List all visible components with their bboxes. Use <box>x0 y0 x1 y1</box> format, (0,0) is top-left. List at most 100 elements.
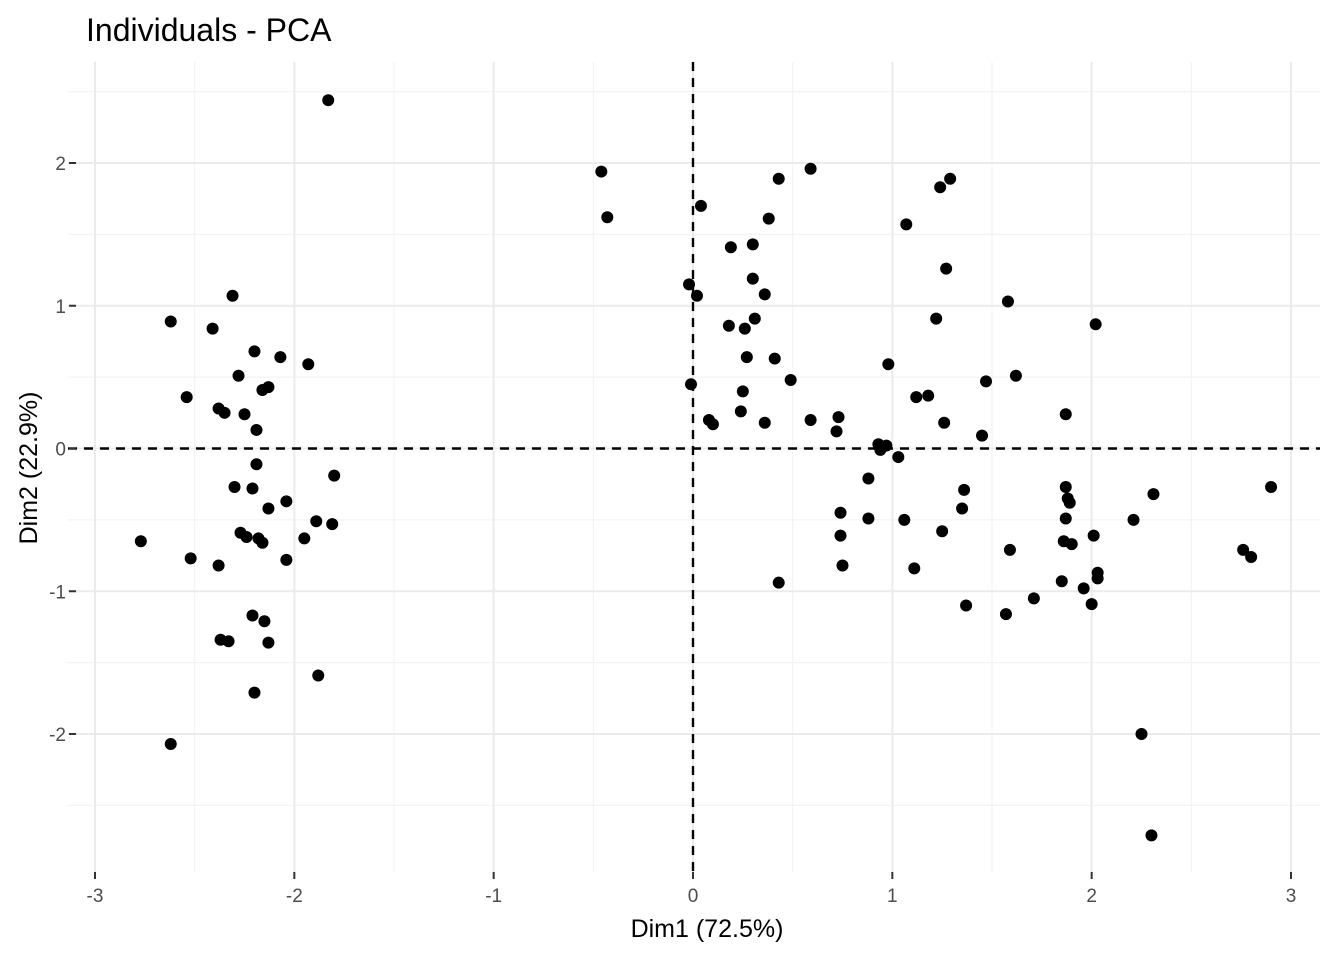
x-tick-label: 0 <box>688 886 699 907</box>
data-point <box>184 552 197 565</box>
data-point <box>280 553 293 566</box>
data-point <box>1135 728 1148 740</box>
data-point <box>738 322 751 335</box>
data-point <box>256 536 269 549</box>
data-point <box>274 351 287 364</box>
data-point <box>898 513 911 526</box>
data-point <box>956 502 969 515</box>
data-point <box>248 345 261 358</box>
data-point <box>280 495 293 508</box>
y-tick-label: 2 <box>55 154 66 175</box>
data-point <box>1265 481 1278 494</box>
y-axis: -2 -1 0 1 2 <box>49 154 76 746</box>
data-point <box>1059 408 1072 421</box>
data-point <box>772 576 785 589</box>
data-point <box>1009 369 1022 382</box>
x-tick-label: 1 <box>887 886 898 907</box>
x-tick-label: -1 <box>485 886 502 907</box>
data-point <box>1003 543 1016 556</box>
data-point <box>240 531 253 544</box>
data-point <box>836 559 849 572</box>
data-point <box>312 669 325 682</box>
y-tick-label: 1 <box>55 297 66 318</box>
data-point <box>262 502 275 515</box>
data-point <box>934 181 947 194</box>
data-point <box>804 162 817 175</box>
data-point <box>1091 572 1104 585</box>
data-point <box>262 636 275 649</box>
data-point <box>328 469 341 482</box>
data-point <box>724 241 737 254</box>
data-point <box>832 411 845 424</box>
data-point <box>248 686 261 699</box>
data-point <box>1127 513 1140 526</box>
data-point <box>1059 512 1072 525</box>
data-point <box>834 506 847 519</box>
data-point <box>1063 496 1076 509</box>
data-point <box>1237 543 1250 556</box>
data-point <box>874 443 887 456</box>
data-point <box>164 315 177 328</box>
data-point <box>595 165 608 178</box>
data-point <box>694 199 707 212</box>
data-point <box>862 512 875 525</box>
data-point <box>944 172 957 185</box>
data-point <box>940 262 953 275</box>
data-point <box>1085 598 1098 611</box>
data-point <box>758 288 771 301</box>
data-point <box>958 483 971 496</box>
data-point <box>1089 318 1102 331</box>
data-point <box>736 385 749 398</box>
data-point <box>258 615 271 628</box>
data-point <box>722 319 735 332</box>
data-point <box>206 322 219 335</box>
data-point <box>830 425 843 438</box>
data-point <box>1065 538 1078 551</box>
data-point <box>212 559 225 572</box>
data-point <box>922 389 935 402</box>
x-axis: -3 -2 -1 0 1 2 3 <box>87 872 1297 907</box>
data-point <box>1087 529 1100 542</box>
data-point <box>762 212 775 225</box>
data-point <box>804 413 817 426</box>
data-point <box>908 562 921 575</box>
data-point <box>862 472 875 485</box>
data-point <box>772 172 785 185</box>
data-point <box>740 351 753 364</box>
data-point <box>1077 582 1090 595</box>
data-point <box>326 518 339 531</box>
data-point <box>1001 295 1014 308</box>
data-point <box>1055 575 1068 588</box>
data-point <box>180 391 193 404</box>
data-point <box>900 218 913 231</box>
data-point <box>238 408 251 421</box>
data-point <box>892 451 905 464</box>
data-point <box>980 375 993 388</box>
data-point <box>882 358 895 371</box>
data-point <box>784 373 797 386</box>
y-tick-label: -2 <box>49 725 66 746</box>
data-point <box>246 482 259 495</box>
data-point <box>134 535 147 548</box>
data-point <box>298 532 311 545</box>
data-point <box>256 383 269 396</box>
data-point <box>250 458 263 471</box>
data-point <box>1147 488 1160 501</box>
data-point <box>226 289 239 302</box>
data-point <box>910 391 923 404</box>
data-point <box>1027 592 1040 605</box>
data-point <box>936 525 949 538</box>
data-point <box>768 352 781 365</box>
data-point <box>960 599 973 612</box>
data-point <box>999 608 1012 621</box>
data-point <box>706 418 719 431</box>
data-point <box>685 378 698 391</box>
data-points <box>134 94 1278 842</box>
x-axis-title: Dim1 (72.5%) <box>631 915 784 943</box>
data-point <box>601 211 614 224</box>
data-point <box>232 369 245 382</box>
x-tick-label: 3 <box>1286 886 1297 907</box>
data-point <box>250 423 263 436</box>
data-point <box>246 609 259 622</box>
